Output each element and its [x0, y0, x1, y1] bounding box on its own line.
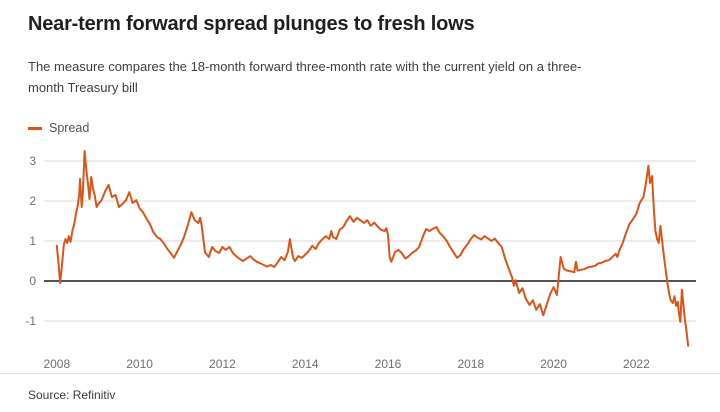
y-tick-label: 2 [29, 194, 36, 208]
spread-line-chart: 3 2 1 0 -1 2008 2010 2012 2014 2016 2018 2020 2022 [25, 150, 696, 371]
legend-swatch-spread [28, 126, 42, 130]
spread-series-line [55, 150, 690, 347]
footer-divider [0, 373, 720, 374]
y-tick-label: 0 [29, 274, 36, 288]
x-tick-label: 2020 [540, 357, 567, 371]
legend-label-spread: Spread [49, 121, 90, 135]
x-tick-label: 2012 [209, 357, 236, 371]
subtitle-line-1: The measure compares the 18-month forwar… [28, 59, 582, 74]
x-tick-label: 2014 [292, 357, 319, 371]
subtitle-line-2: month Treasury bill [28, 80, 138, 95]
y-tick-label: 3 [29, 154, 36, 168]
chart-title: Near-term forward spread plunges to fres… [28, 13, 475, 35]
source-attribution: Source: Refinitiv [28, 388, 116, 402]
x-tick-label: 2016 [375, 357, 402, 371]
x-tick-label: 2022 [623, 357, 650, 371]
legend: Spread [28, 121, 89, 135]
x-tick-label: 2008 [43, 357, 70, 371]
chart-subtitle: The measure compares the 18-month forwar… [28, 56, 668, 98]
x-tick-label: 2018 [457, 357, 484, 371]
x-tick-label: 2010 [126, 357, 153, 371]
y-tick-label: -1 [25, 314, 36, 328]
y-tick-label: 1 [29, 234, 36, 248]
